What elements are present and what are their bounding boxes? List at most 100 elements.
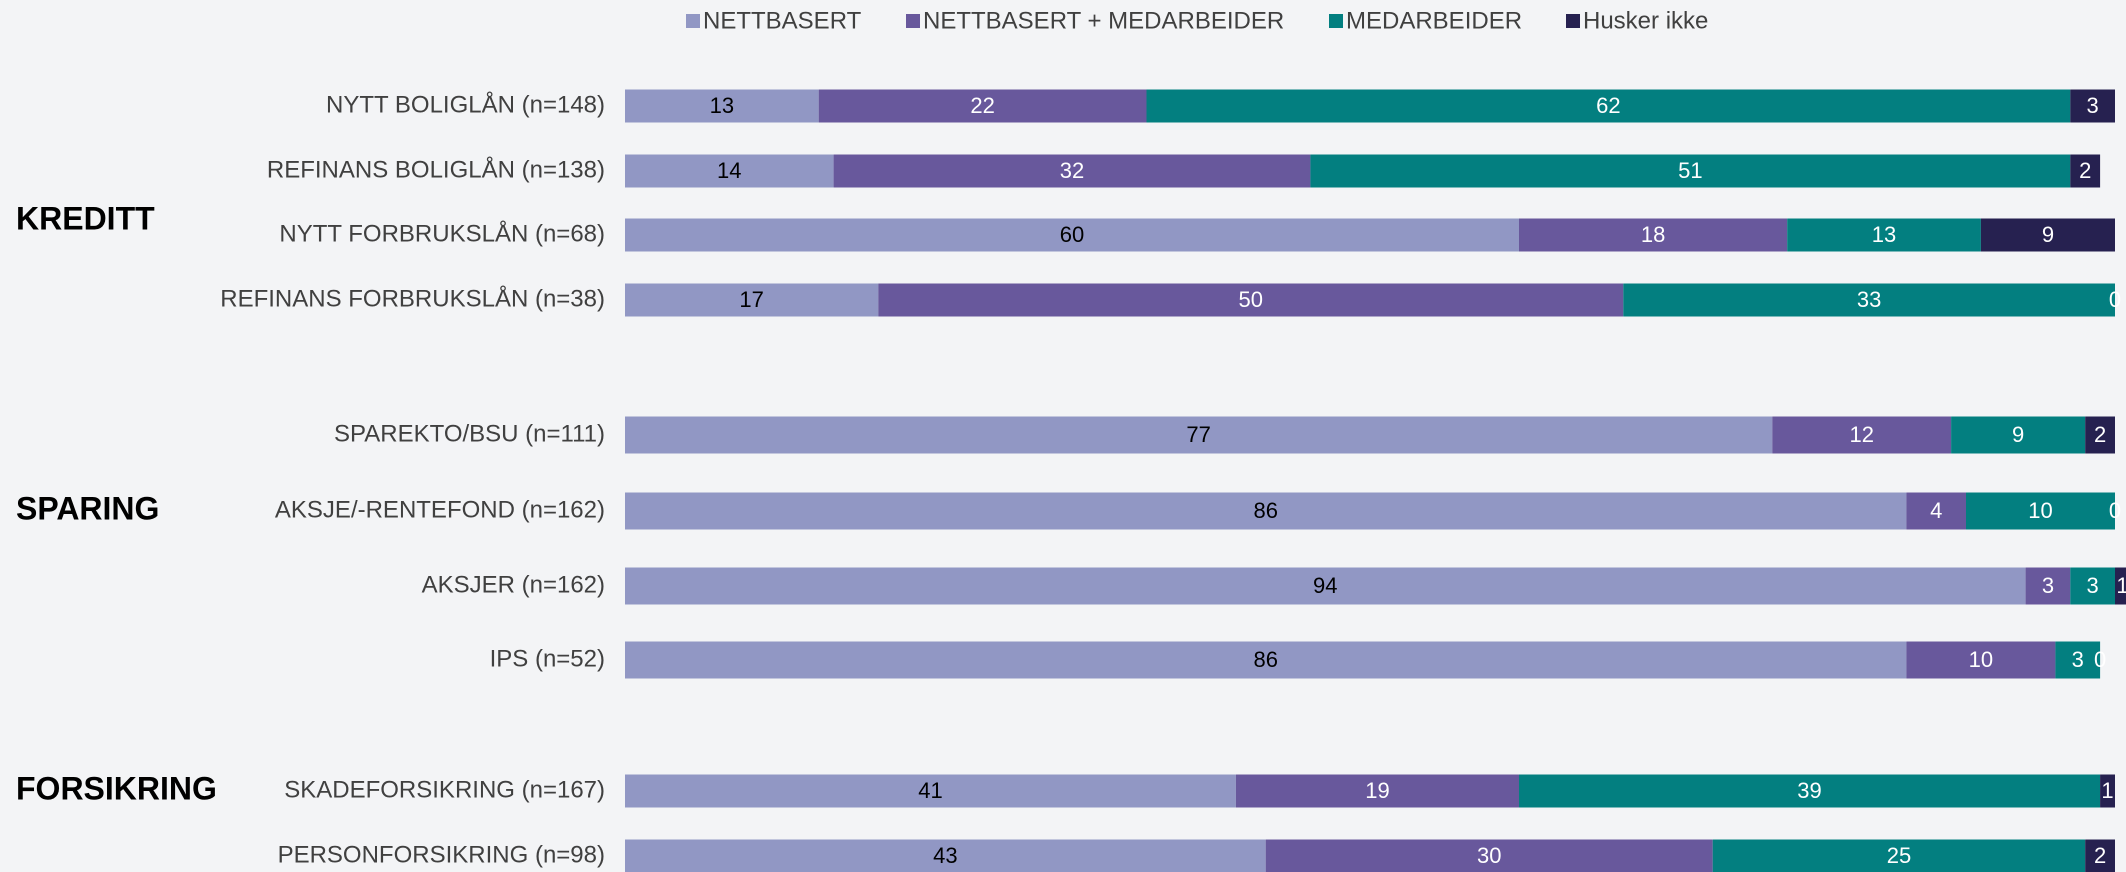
bar-segment	[1265, 839, 1713, 872]
data-label: 1	[2116, 573, 2126, 598]
legend-label: NETTBASERT + MEDARBEIDER	[923, 7, 1284, 34]
data-label: 13	[710, 93, 734, 118]
category-label: REFINANS BOLIGLÅN (n=138)	[267, 155, 605, 183]
data-label: 39	[1797, 778, 1821, 803]
data-label: 4	[1930, 498, 1942, 523]
bar-segment	[625, 416, 1773, 454]
bar-segment	[1519, 774, 2101, 808]
data-label: 94	[1313, 573, 1337, 598]
bar-segment	[625, 283, 879, 317]
bar-segment	[1980, 218, 2115, 252]
data-label: 3	[2087, 573, 2099, 598]
legend-label: Husker ikke	[1583, 7, 1708, 34]
bar-segment	[2070, 89, 2115, 123]
data-label: 3	[2072, 647, 2084, 672]
bar-segment	[1235, 774, 1519, 808]
data-label: 51	[1678, 158, 1702, 183]
data-label: 14	[717, 158, 741, 183]
bar-segment	[833, 154, 1311, 188]
bar-segment	[1772, 416, 1952, 454]
data-label: 22	[970, 93, 994, 118]
data-label: 9	[2012, 422, 2024, 447]
legend-swatch	[1329, 14, 1343, 28]
bar-segment	[1310, 154, 2071, 188]
bar-segment	[1906, 641, 2056, 679]
bar-segment	[2085, 839, 2115, 872]
data-label: 12	[1849, 422, 1873, 447]
bar-segment	[2025, 567, 2071, 605]
bar-segment	[1966, 492, 2115, 530]
bar-segment	[2070, 567, 2115, 605]
category-label: SPAREKTO/BSU (n=111)	[334, 420, 605, 447]
data-label: 10	[2028, 498, 2052, 523]
data-label: 30	[1477, 843, 1501, 868]
bar-segment	[625, 154, 834, 188]
bar-segment	[1623, 283, 2115, 317]
bar-segment	[1906, 492, 1966, 530]
legend-label: NETTBASERT	[703, 7, 862, 34]
bar-segment	[2085, 416, 2115, 454]
group-label: KREDITT	[16, 200, 155, 236]
data-label: 17	[739, 287, 763, 312]
bar-segment	[625, 492, 1907, 530]
data-label: 2	[2094, 422, 2106, 447]
data-label: 3	[2042, 573, 2054, 598]
data-label: 19	[1365, 778, 1389, 803]
category-label: PERSONFORSIKRING (n=98)	[278, 841, 605, 868]
data-label: 86	[1253, 647, 1277, 672]
bar-segment	[878, 283, 1624, 317]
legend-swatch	[686, 14, 700, 28]
bar-segment	[2100, 774, 2115, 808]
category-label: NYTT BOLIGLÅN (n=148)	[326, 90, 605, 118]
data-label: 25	[1887, 843, 1911, 868]
data-label: 32	[1060, 158, 1084, 183]
group-label: SPARING	[16, 490, 159, 526]
data-label: 3	[2087, 93, 2099, 118]
data-label: 41	[918, 778, 942, 803]
data-label: 33	[1857, 287, 1881, 312]
data-label: 0	[2109, 287, 2121, 312]
category-label: REFINANS FORBRUKSLÅN (n=38)	[220, 284, 605, 312]
group-label: FORSIKRING	[16, 770, 217, 806]
category-label: IPS (n=52)	[490, 645, 605, 672]
data-label: 10	[1969, 647, 1993, 672]
bar-segment	[1951, 416, 2086, 454]
bar-segment	[1787, 218, 1981, 252]
category-label: AKSJE/-RENTEFOND (n=162)	[275, 496, 605, 523]
bar-segment	[625, 774, 1236, 808]
bar-segment	[625, 218, 1519, 252]
data-label: 1	[2101, 778, 2113, 803]
bar-segment	[1146, 89, 2071, 123]
bar-segment	[2055, 641, 2101, 679]
bar-segment	[625, 89, 819, 123]
bar-segment	[625, 839, 1266, 872]
bar-segment	[1519, 218, 1788, 252]
legend-label: MEDARBEIDER	[1346, 7, 1522, 34]
bar-segment	[625, 567, 2026, 605]
data-label: 86	[1253, 498, 1277, 523]
bar-segment	[625, 641, 1907, 679]
bar-segment	[1712, 839, 2086, 872]
data-label: 50	[1239, 287, 1263, 312]
data-label: 77	[1186, 422, 1210, 447]
data-label: 62	[1596, 93, 1620, 118]
category-label: AKSJER (n=162)	[422, 571, 605, 598]
data-label: 2	[2094, 843, 2106, 868]
legend-swatch	[1566, 14, 1580, 28]
data-label: 18	[1641, 222, 1665, 247]
category-label: SKADEFORSIKRING (n=167)	[284, 776, 605, 803]
data-label: 13	[1872, 222, 1896, 247]
bar-segment	[2070, 154, 2101, 188]
data-label: 60	[1060, 222, 1084, 247]
legend-swatch	[906, 14, 920, 28]
data-label: 2	[2079, 158, 2091, 183]
data-label: 0	[2094, 647, 2106, 672]
data-label: 0	[2109, 498, 2121, 523]
bar-segment	[818, 89, 1147, 123]
category-label: NYTT FORBRUKSLÅN (n=68)	[279, 219, 605, 247]
data-label: 43	[933, 843, 957, 868]
bar-segment	[2115, 567, 2126, 605]
data-label: 9	[2042, 222, 2054, 247]
